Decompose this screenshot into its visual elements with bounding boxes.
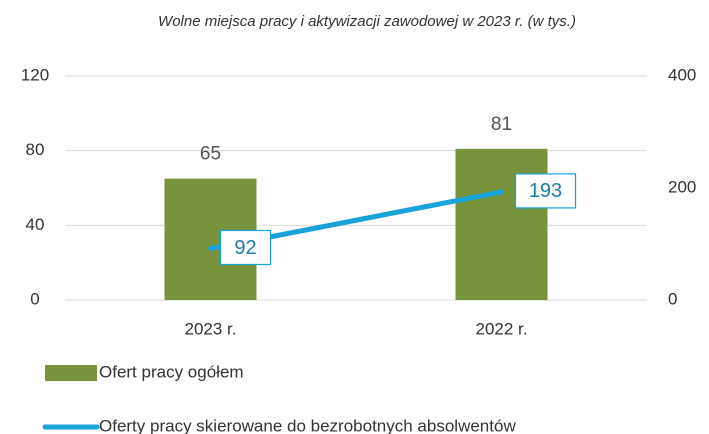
y-tick-label: 120 [21, 65, 49, 84]
x-tick-label: 2022 r. [476, 319, 528, 338]
x-tick-label: 2023 r. [185, 319, 237, 338]
y2-tick-label: 0 [668, 289, 677, 308]
data-label-box [219, 229, 272, 266]
y-tick-label: 0 [30, 289, 39, 308]
data-label: 65 [200, 144, 221, 165]
bar [455, 148, 548, 300]
data-label: 81 [491, 114, 512, 135]
legend-swatch [45, 365, 97, 381]
y2-tick-label: 400 [668, 65, 696, 84]
y2-tick-label: 200 [668, 177, 696, 196]
data-label: 92 [234, 237, 256, 259]
legend-label: Ofert pracy ogółem [99, 362, 244, 381]
legend-label: Oferty pracy skierowane do bezrobotnych … [99, 416, 516, 434]
y-tick-label: 40 [26, 215, 45, 234]
data-label-box [514, 173, 577, 209]
chart-title: Wolne miejsca pracy i aktywizacji zawodo… [158, 13, 576, 30]
y-tick-label: 80 [26, 140, 45, 159]
data-label: 193 [529, 180, 562, 202]
